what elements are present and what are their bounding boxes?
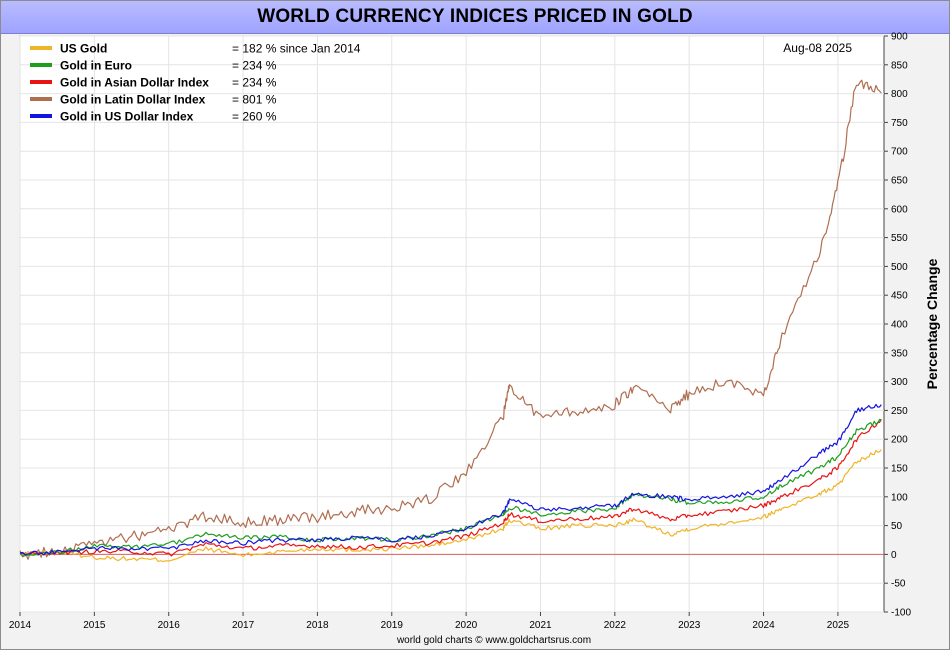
y-tick-label: 350	[891, 348, 908, 359]
title-bar: WORLD CURRENCY INDICES PRICED IN GOLD	[1, 1, 949, 34]
x-tick-label: 2025	[827, 620, 850, 631]
y-tick-label: 150	[891, 464, 908, 475]
legend-value: = 260 %	[232, 110, 277, 124]
y-tick-label: 300	[891, 377, 908, 388]
series-line	[19, 419, 882, 557]
y-tick-label: 550	[891, 233, 908, 244]
legend-label: US Gold	[60, 42, 107, 56]
gridlines	[19, 35, 884, 613]
x-tick-label: 2017	[232, 620, 255, 631]
x-tick-label: 2014	[9, 620, 32, 631]
legend-label: Gold in Euro	[60, 59, 132, 73]
x-tick-label: 2020	[455, 620, 478, 631]
date-label: Aug-08 2025	[783, 41, 852, 55]
x-tick-label: 2019	[381, 620, 404, 631]
x-tick-label: 2015	[83, 620, 106, 631]
legend-value: = 234 %	[232, 59, 277, 73]
y-tick-label: 100	[891, 492, 908, 503]
legend-value: = 182 % since Jan 2014	[232, 42, 361, 56]
y-tick-label: 50	[891, 521, 903, 532]
x-tick-label: 2016	[158, 620, 181, 631]
y-tick-label: 250	[891, 406, 908, 417]
x-tick-label: 2021	[529, 620, 552, 631]
y-tick-label: 500	[891, 262, 908, 273]
x-axis: 2014 2015 2016 2017 2018 2019 2020 2021 2022 2023…	[9, 612, 850, 631]
series-line	[19, 418, 882, 557]
series-line	[19, 403, 882, 556]
y-tick-label: -100	[891, 608, 911, 619]
legend-value: = 234 %	[232, 76, 277, 90]
y-tick-label: 0	[891, 550, 897, 561]
series-group	[19, 79, 882, 562]
y-tick-label: 750	[891, 118, 908, 129]
y-tick-label: 600	[891, 204, 908, 215]
legend-label: Gold in Latin Dollar Index	[60, 93, 206, 107]
legend-label: Gold in US Dollar Index	[60, 110, 194, 124]
series-line	[19, 79, 882, 560]
y-tick-label: 850	[891, 60, 908, 71]
y-tick-label: 400	[891, 320, 908, 331]
y-axis-label: Percentage Change	[924, 258, 940, 389]
credit-text: world gold charts © www.goldchartsrus.co…	[396, 635, 591, 646]
legend-value: = 801 %	[232, 93, 277, 107]
legend-label: Gold in Asian Dollar Index	[60, 76, 209, 90]
y-tick-label: 200	[891, 435, 908, 446]
series-line	[19, 449, 882, 562]
x-tick-label: 2023	[678, 620, 701, 631]
y-tick-label: -50	[891, 579, 906, 590]
legend: US Gold = 182 % since Jan 2014 Gold in Eur…	[30, 42, 361, 124]
x-tick-label: 2022	[604, 620, 627, 631]
y-tick-label: 800	[891, 89, 908, 100]
chart-title: WORLD CURRENCY INDICES PRICED IN GOLD	[257, 6, 693, 27]
y-axis: -100 -50 0 50 100 150 200 250 300 350 400 450 500 550…	[884, 32, 911, 619]
y-tick-label: 450	[891, 291, 908, 302]
x-tick-label: 2018	[306, 620, 329, 631]
y-tick-label: 700	[891, 147, 908, 158]
y-tick-label: 650	[891, 176, 908, 187]
x-tick-label: 2024	[752, 620, 775, 631]
y-tick-label: 900	[891, 32, 908, 43]
